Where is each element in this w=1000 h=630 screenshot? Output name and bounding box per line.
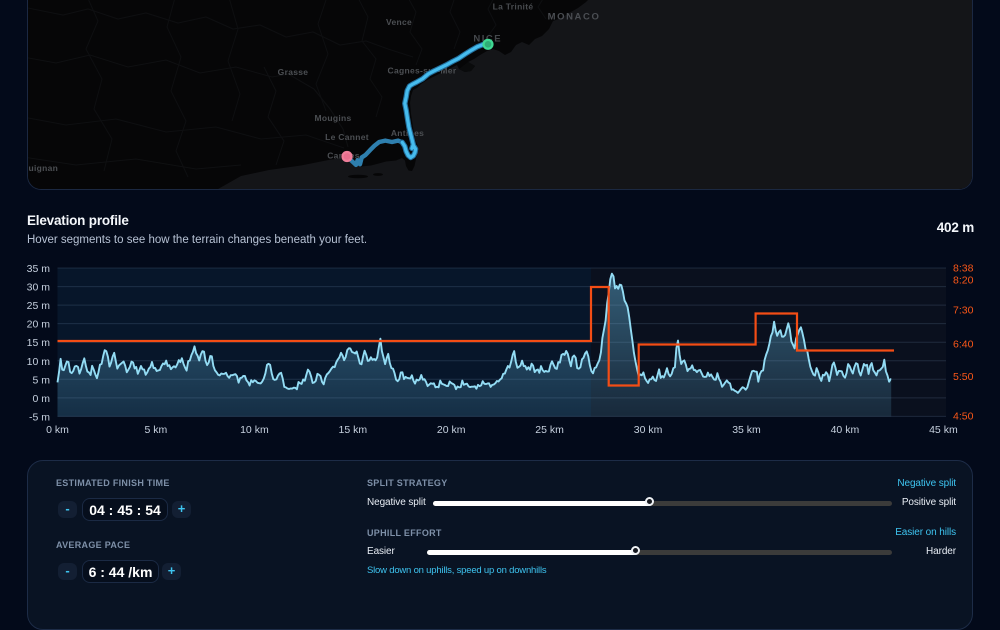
svg-text:uignan: uignan: [29, 163, 59, 173]
svg-text:Cagnes-sur-Mer: Cagnes-sur-Mer: [388, 66, 457, 76]
svg-text:10 km: 10 km: [240, 424, 269, 436]
svg-text:Mougins: Mougins: [314, 113, 351, 123]
svg-text:0 km: 0 km: [46, 424, 69, 436]
svg-text:40 km: 40 km: [831, 424, 860, 436]
svg-text:5 km: 5 km: [145, 424, 168, 436]
svg-text:30 km: 30 km: [634, 424, 663, 436]
svg-text:0 m: 0 m: [32, 393, 50, 405]
svg-text:Le Cannet: Le Cannet: [325, 132, 369, 142]
svg-text:45 km: 45 km: [929, 424, 958, 436]
svg-text:5:50: 5:50: [953, 371, 974, 383]
svg-text:-5 m: -5 m: [29, 411, 50, 423]
svg-text:Grasse: Grasse: [278, 67, 309, 77]
svg-text:Vence: Vence: [386, 17, 412, 27]
svg-text:10 m: 10 m: [27, 356, 51, 368]
svg-text:20 km: 20 km: [437, 424, 466, 436]
svg-text:30 m: 30 m: [27, 282, 51, 294]
svg-text:15 m: 15 m: [27, 337, 51, 349]
svg-text:4:50: 4:50: [953, 410, 974, 422]
svg-text:20 m: 20 m: [27, 319, 51, 331]
svg-text:25 m: 25 m: [27, 300, 51, 312]
svg-text:8:20: 8:20: [953, 274, 974, 286]
svg-text:6:40: 6:40: [953, 339, 974, 351]
svg-text:35 km: 35 km: [732, 424, 761, 436]
svg-text:25 km: 25 km: [535, 424, 564, 436]
svg-text:5 m: 5 m: [32, 374, 50, 386]
svg-text:7:30: 7:30: [953, 304, 974, 316]
svg-text:35 m: 35 m: [27, 263, 51, 275]
svg-text:MONACO: MONACO: [548, 12, 601, 23]
svg-text:Antibes: Antibes: [391, 128, 424, 138]
svg-text:La Trinité: La Trinité: [493, 2, 534, 12]
svg-text:8:38: 8:38: [953, 263, 974, 275]
svg-text:15 km: 15 km: [339, 424, 368, 436]
